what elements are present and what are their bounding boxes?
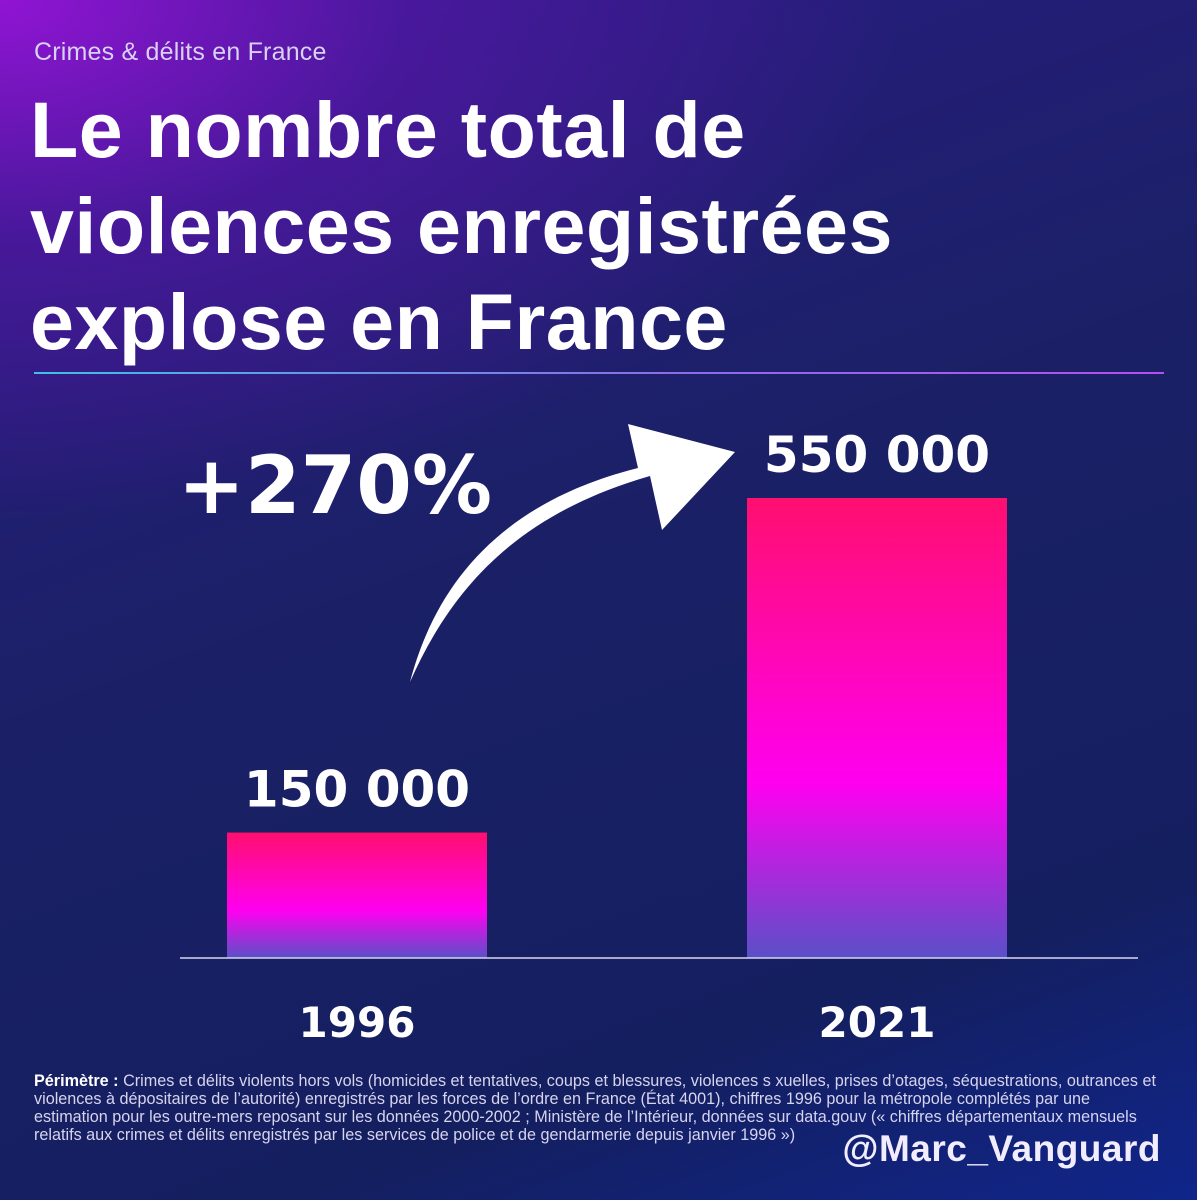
footnote: Périmètre : Crimes et délits violents ho…	[34, 1072, 1164, 1144]
bar-2021	[747, 498, 1007, 958]
title-line-2: violences enregistrées	[30, 181, 893, 270]
footnote-label: Périmètre :	[34, 1072, 119, 1090]
curved-arrow-icon	[410, 424, 735, 682]
author-handle: @Marc_Vanguard	[842, 1128, 1161, 1169]
category-label-2021: 2021	[819, 998, 936, 1047]
title-line-3: explose en France	[30, 277, 728, 366]
value-label-1996: 150 000	[244, 761, 470, 819]
page-subtitle: Crimes & délits en France	[34, 38, 327, 66]
footnote-text: Crimes et délits violents hors vols (hom…	[34, 1072, 1156, 1144]
page-title: Le nombre total de violences enregistrée…	[30, 82, 1150, 370]
title-line-1: Le nombre total de	[30, 85, 746, 174]
title-divider	[34, 372, 1164, 374]
growth-annotation: +270%	[178, 439, 492, 532]
category-label-1996: 1996	[299, 998, 416, 1047]
value-label-2021: 550 000	[764, 426, 990, 484]
bar-1996	[227, 832, 487, 958]
